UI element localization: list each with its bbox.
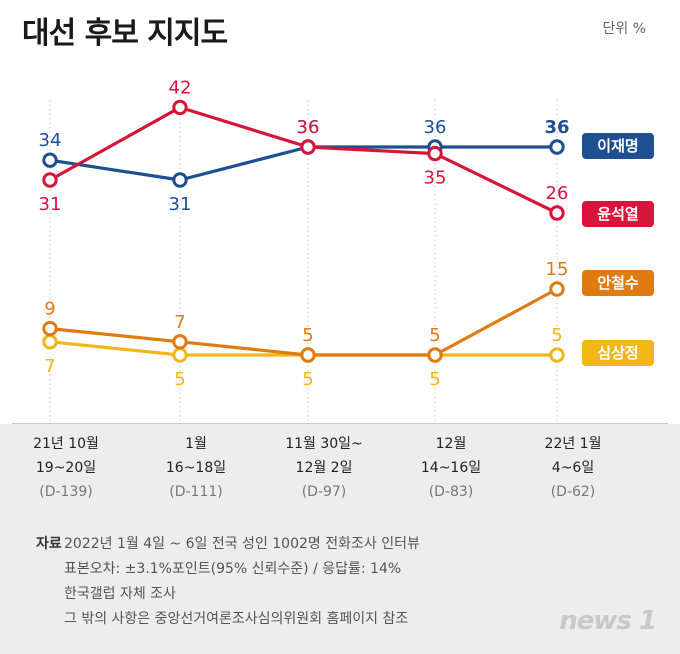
data-point-2-3 [427,347,443,363]
data-point-0-1 [172,172,188,188]
x-category-0: 21년 10월 19~20일 (D-139) [1,432,131,504]
data-point-1-2 [300,139,316,155]
x-category-dday: (D-62) [550,484,596,500]
data-label-1-1: 42 [169,77,192,98]
x-category-line2: 4~6일 [551,460,595,476]
data-label-0-4: 36 [544,117,569,138]
data-point-0-0 [42,152,58,168]
data-point-3-4 [549,347,565,363]
data-label-2-4: 15 [546,259,569,280]
data-label-2-1: 7 [174,312,185,333]
data-point-3-1 [172,347,188,363]
x-category-line2: 14~16일 [420,460,482,476]
data-point-1-4 [549,205,565,221]
data-label-0-0: 34 [39,130,62,151]
x-category-dday: (D-139) [39,484,93,500]
x-category-dday: (D-111) [169,484,223,500]
data-label-3-3: 5 [429,369,440,390]
chart-title: 대선 후보 지지도 [22,16,228,51]
source-line-1: 2022년 1월 4일 ~ 6일 전국 성인 1002명 전화조사 인터뷰 [64,536,420,552]
x-category-dday: (D-83) [428,484,474,500]
data-label-2-3: 5 [429,325,440,346]
x-category-line2: 12월 2일 [295,460,353,476]
x-category-line2: 16~18일 [165,460,227,476]
data-point-1-0 [42,172,58,188]
x-category-line1: 21년 10월 [33,436,99,452]
data-label-1-0: 31 [39,194,62,215]
data-point-0-4 [549,139,565,155]
data-label-3-0: 7 [44,356,55,377]
data-label-1-4: 26 [546,183,569,204]
news1-logo: news 1 [559,606,657,636]
x-category-line1: 12월 [435,436,467,452]
legend-0: 이재명 [582,133,654,159]
source-line-3: 한국갤럽 자체 조사 [64,586,176,602]
legend-2: 안철수 [582,270,654,296]
x-category-line2: 19~20일 [35,460,97,476]
x-category-3: 12월 14~16일 (D-83) [386,432,516,504]
legend-1: 윤석열 [582,201,654,227]
x-category-4: 22년 1월 4~6일 (D-62) [508,432,638,504]
data-point-2-1 [172,334,188,350]
x-category-line1: 1월 [185,436,207,452]
data-point-1-1 [172,99,188,116]
x-category-line1: 11월 30일~ [285,436,363,452]
data-label-0-3: 36 [424,117,447,138]
data-label-0-2: 36 [297,117,320,138]
data-label-1-3: 35 [424,168,447,189]
data-label-1-2: 36 [297,117,320,138]
data-point-2-2 [300,347,316,363]
data-label-2-0: 9 [44,299,55,320]
data-point-2-0 [42,320,58,337]
x-category-dday: (D-97) [301,484,347,500]
x-category-2: 11월 30일~ 12월 2일 (D-97) [259,432,389,504]
data-point-1-3 [427,145,443,162]
unit-label: 단위 % [602,21,646,37]
data-label-2-2: 5 [302,325,313,346]
data-point-2-4 [549,281,565,297]
data-label-3-4: 5 [551,325,562,346]
data-label-3-1: 5 [174,369,185,390]
x-category-1: 1월 16~18일 (D-111) [131,432,261,504]
data-point-3-0 [42,334,58,350]
source-line-4: 그 밖의 사항은 중앙선거여론조사심의위원회 홈페이지 참조 [64,611,409,627]
data-label-3-2: 5 [302,369,313,390]
data-label-0-1: 31 [169,194,192,215]
footer-panel [0,424,680,654]
x-category-line1: 22년 1월 [544,436,602,452]
legend-3: 심상정 [582,340,654,366]
source-line-2: 표본오차: ±3.1%포인트(95% 신뢰수준) / 응답률: 14% [64,561,402,577]
source-notes: 자료 2022년 1월 4일 ~ 6일 전국 성인 1002명 전화조사 인터뷰 … [36,532,420,632]
source-label: 자료 [36,536,62,552]
